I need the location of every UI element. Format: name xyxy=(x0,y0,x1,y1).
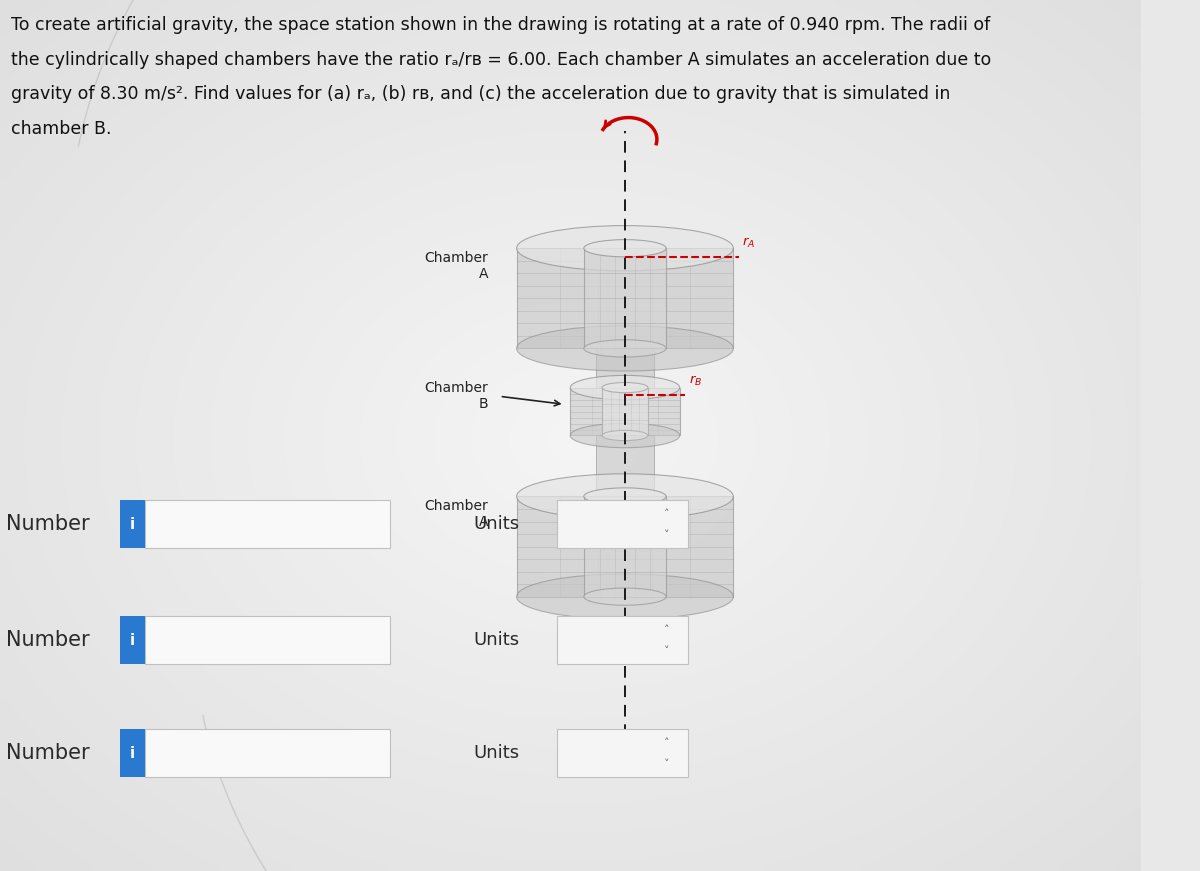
Text: ˅: ˅ xyxy=(665,645,670,656)
FancyBboxPatch shape xyxy=(120,500,145,549)
Text: ˄: ˄ xyxy=(665,509,670,519)
Ellipse shape xyxy=(602,430,648,441)
Ellipse shape xyxy=(583,588,666,605)
Bar xyxy=(602,388,648,436)
Text: the cylindrically shaped chambers have the ratio rₐ/rʙ = 6.00. Each chamber A si: the cylindrically shaped chambers have t… xyxy=(12,51,991,69)
Bar xyxy=(596,436,654,496)
Text: gravity of 8.30 m/s². Find values for (a) rₐ, (b) rʙ, and (c) the acceleration d: gravity of 8.30 m/s². Find values for (a… xyxy=(12,85,950,104)
Ellipse shape xyxy=(570,375,679,400)
Ellipse shape xyxy=(517,474,733,519)
FancyBboxPatch shape xyxy=(120,730,145,777)
Text: i: i xyxy=(130,746,134,761)
Bar xyxy=(145,500,390,549)
Text: r$_A$: r$_A$ xyxy=(743,236,756,250)
Text: Chamber
A: Chamber A xyxy=(425,499,488,529)
Text: i: i xyxy=(130,517,134,532)
Bar xyxy=(557,730,688,777)
Ellipse shape xyxy=(517,326,733,371)
Ellipse shape xyxy=(583,488,666,505)
Bar xyxy=(583,248,666,348)
Bar xyxy=(517,496,733,597)
Bar xyxy=(557,500,688,549)
Bar xyxy=(517,248,733,348)
Text: ˄: ˄ xyxy=(665,738,670,748)
Text: Number: Number xyxy=(6,744,89,763)
Text: ˅: ˅ xyxy=(665,759,670,769)
Text: i: i xyxy=(130,632,134,648)
Bar xyxy=(557,617,688,664)
Text: Number: Number xyxy=(6,515,89,534)
Ellipse shape xyxy=(517,574,733,619)
Text: Units: Units xyxy=(473,631,520,649)
FancyBboxPatch shape xyxy=(120,617,145,664)
Text: ˄: ˄ xyxy=(665,625,670,635)
Text: ˅: ˅ xyxy=(665,530,670,540)
Bar xyxy=(583,496,666,597)
Text: chamber B.: chamber B. xyxy=(12,120,112,138)
Text: Chamber
B: Chamber B xyxy=(425,381,488,411)
Text: Chamber
A: Chamber A xyxy=(425,251,488,280)
Text: To create artificial gravity, the space station shown in the drawing is rotating: To create artificial gravity, the space … xyxy=(12,16,991,34)
Ellipse shape xyxy=(602,382,648,393)
Bar xyxy=(596,348,654,388)
Ellipse shape xyxy=(583,340,666,357)
Bar xyxy=(145,617,390,664)
Text: Number: Number xyxy=(6,631,89,650)
Text: r$_B$: r$_B$ xyxy=(689,374,702,388)
Ellipse shape xyxy=(570,423,679,448)
Text: Units: Units xyxy=(473,516,520,533)
Ellipse shape xyxy=(583,240,666,257)
Text: Units: Units xyxy=(473,745,520,762)
Bar xyxy=(145,730,390,777)
Bar xyxy=(570,388,679,436)
Ellipse shape xyxy=(517,226,733,271)
